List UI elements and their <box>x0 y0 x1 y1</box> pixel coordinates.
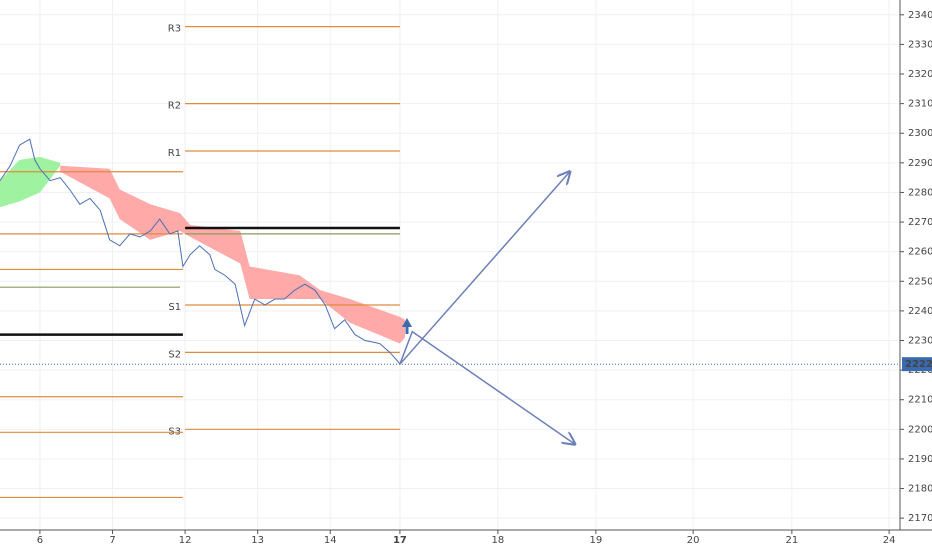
x-tick-label: 14 <box>324 535 337 546</box>
x-tick-label: 12 <box>179 535 192 546</box>
y-tick-label: 2270 <box>908 217 932 228</box>
projection-arrow <box>399 172 570 365</box>
y-tick-label: 2330 <box>908 39 932 50</box>
y-tick-label: 2280 <box>908 187 932 198</box>
x-tick-label: 13 <box>251 535 264 546</box>
pivot-label: R2 <box>168 101 181 112</box>
y-tick-label: 2240 <box>908 306 932 317</box>
x-tick-label: 6 <box>37 535 43 546</box>
price-line <box>0 138 401 365</box>
pivot-label: R1 <box>168 148 181 159</box>
y-tick-label: 2250 <box>908 276 932 287</box>
y-tick-label: 2310 <box>908 99 932 110</box>
last-price-label: 2222 <box>905 359 932 370</box>
last-price-badge <box>902 357 932 372</box>
y-tick-label: 2260 <box>908 247 932 258</box>
x-tick-label: 19 <box>590 535 603 546</box>
y-tick-label: 2290 <box>908 158 932 169</box>
x-tick-label: 17 <box>393 535 407 546</box>
y-tick-label: 2190 <box>908 454 932 465</box>
y-tick-label: 2340 <box>908 10 932 21</box>
x-tick-label: 20 <box>687 535 700 546</box>
pivot-label: S1 <box>168 302 181 313</box>
x-tick-label: 7 <box>109 535 115 546</box>
y-tick-label: 2180 <box>908 484 932 495</box>
y-tick-label: 2170 <box>908 513 932 524</box>
pivot-label: R3 <box>168 24 181 35</box>
pivot-label: S2 <box>168 349 181 360</box>
x-tick-label: 24 <box>883 535 896 546</box>
x-tick-label: 21 <box>785 535 798 546</box>
x-tick-label: 18 <box>492 535 505 546</box>
up-arrow-icon <box>402 318 412 334</box>
y-tick-label: 2300 <box>908 128 932 139</box>
projection-arrow <box>399 330 575 445</box>
y-tick-label: 2200 <box>908 424 932 435</box>
cloud <box>0 156 61 208</box>
cloud <box>60 165 405 344</box>
y-tick-label: 2320 <box>908 69 932 80</box>
y-tick-label: 2230 <box>908 336 932 347</box>
y-tick-label: 2210 <box>908 395 932 406</box>
